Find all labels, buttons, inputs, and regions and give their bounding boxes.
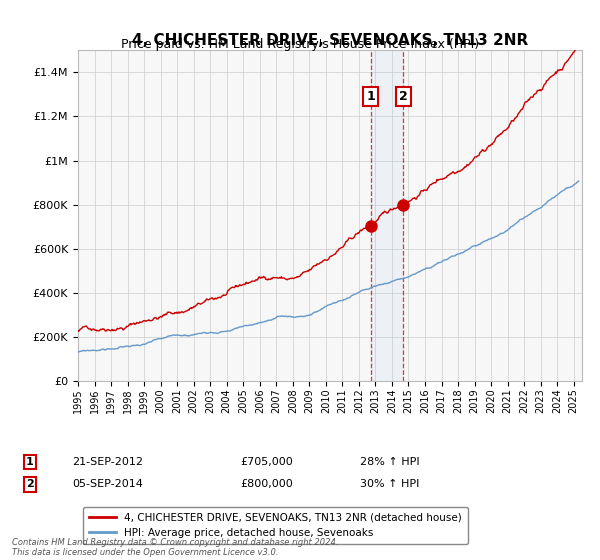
Text: 28% ↑ HPI: 28% ↑ HPI [360, 457, 419, 467]
Text: Price paid vs. HM Land Registry's House Price Index (HPI): Price paid vs. HM Land Registry's House … [121, 38, 479, 50]
Text: 21-SEP-2012: 21-SEP-2012 [72, 457, 143, 467]
Text: 05-SEP-2014: 05-SEP-2014 [72, 479, 143, 489]
Title: 4, CHICHESTER DRIVE, SEVENOAKS, TN13 2NR: 4, CHICHESTER DRIVE, SEVENOAKS, TN13 2NR [132, 33, 528, 48]
Legend: 4, CHICHESTER DRIVE, SEVENOAKS, TN13 2NR (detached house), HPI: Average price, d: 4, CHICHESTER DRIVE, SEVENOAKS, TN13 2NR… [83, 507, 468, 544]
Bar [371, 50, 403, 381]
Text: 30% ↑ HPI: 30% ↑ HPI [360, 479, 419, 489]
Text: Contains HM Land Registry data © Crown copyright and database right 2024.
This d: Contains HM Land Registry data © Crown c… [12, 538, 338, 557]
Text: 1: 1 [367, 90, 375, 103]
Text: 2: 2 [398, 90, 407, 103]
Text: 1: 1 [26, 457, 34, 467]
Text: £800,000: £800,000 [240, 479, 293, 489]
Text: £705,000: £705,000 [240, 457, 293, 467]
Text: 2: 2 [26, 479, 34, 489]
